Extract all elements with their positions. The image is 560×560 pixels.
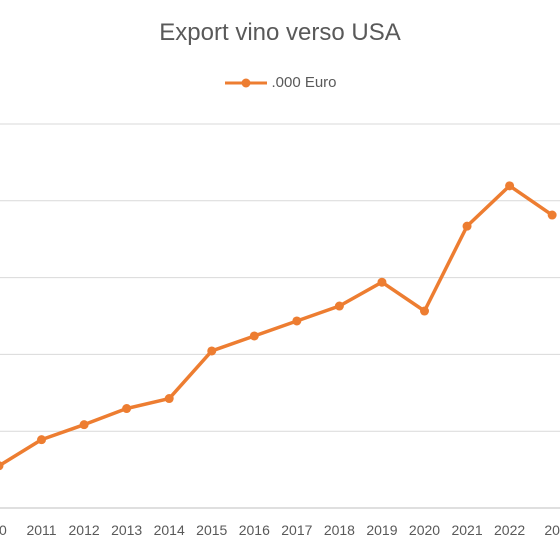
legend-label: .000 Euro (271, 74, 337, 91)
data-point-2021 (462, 221, 472, 231)
x-tick-label-2019: 2019 (366, 522, 397, 538)
x-tick-label-2016: 2016 (239, 522, 270, 538)
x-tick-label-2010: 10 (0, 522, 7, 538)
legend-line-marker-icon (225, 78, 268, 87)
data-point-2014 (164, 394, 174, 404)
data-point-2017 (292, 316, 302, 326)
x-tick-label-2011: 2011 (26, 522, 56, 538)
x-tick-label-2015: 2015 (196, 522, 227, 538)
x-tick-label-2013: 2013 (111, 522, 142, 538)
x-tick-label-2021: 2021 (451, 522, 482, 538)
data-point-2020 (420, 306, 429, 316)
data-point-2023 (547, 210, 557, 220)
x-tick-label-2022: 2022 (494, 522, 525, 538)
x-axis-tick-labels: 10 2011 2012 2013 2014 2015 2016 2017 2018 2019 20… (0, 522, 560, 538)
data-point-2013 (122, 404, 132, 414)
series-line (0, 184, 554, 468)
data-point-2016 (249, 331, 259, 341)
chart-title: Export vino verso USA (159, 19, 401, 46)
series-export (0, 181, 557, 471)
x-tick-label-2020: 2020 (409, 522, 440, 538)
x-tick-label-2014: 2014 (154, 522, 185, 538)
data-point-2022 (505, 181, 515, 191)
data-point-2018 (334, 301, 344, 311)
data-point-2019 (377, 277, 387, 287)
x-tick-label-2018: 2018 (324, 522, 355, 538)
legend: .000 Euro (0, 74, 560, 91)
x-tick-label-2023: 20 (544, 522, 560, 538)
gridlines (0, 123, 560, 509)
x-tick-label-2012: 2012 (69, 522, 100, 538)
data-point-2012 (79, 420, 89, 430)
data-point-2011 (37, 435, 47, 445)
data-point-2015 (207, 346, 217, 356)
x-tick-label-2017: 2017 (281, 522, 312, 538)
data-point-2010 (0, 461, 4, 471)
